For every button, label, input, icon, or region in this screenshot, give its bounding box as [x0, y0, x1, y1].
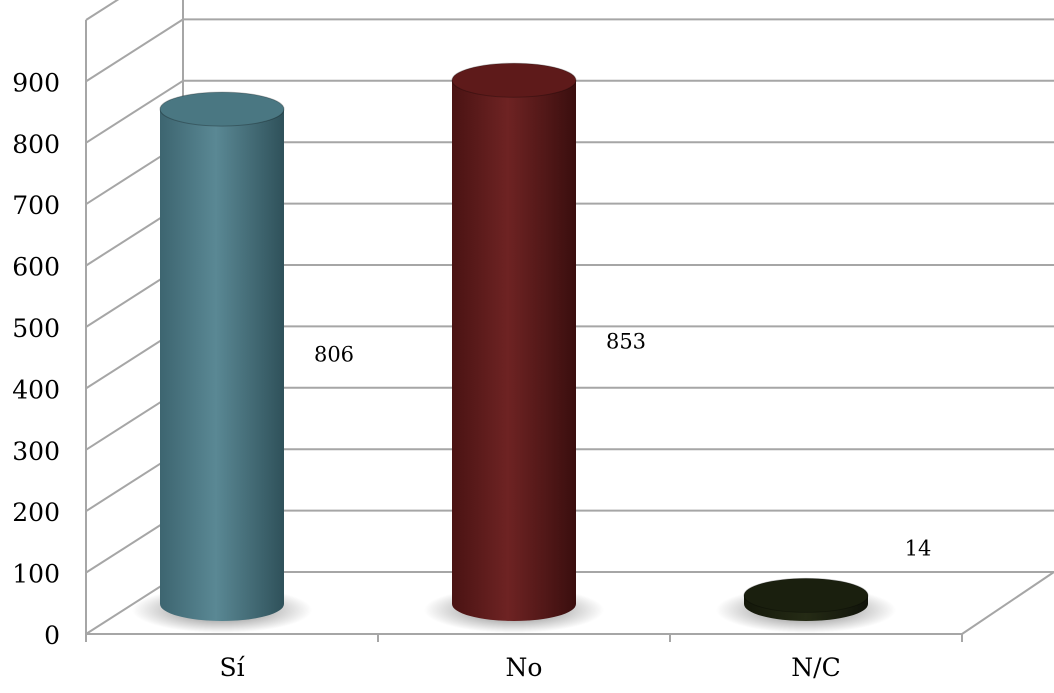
x-tick-label: N/C [791, 653, 840, 682]
data-label: 806 [314, 342, 354, 366]
y-tick-label: 300 [12, 437, 60, 466]
bar [452, 80, 576, 622]
y-tick-label: 600 [12, 253, 60, 282]
y-tick-label: 400 [12, 375, 60, 404]
gridline-side [85, 79, 184, 144]
bar-top [451, 62, 577, 98]
y-tick-label: 900 [12, 68, 60, 97]
y-tick-label: 700 [12, 191, 60, 220]
floor-edge [961, 571, 1054, 635]
data-label: 14 [905, 536, 932, 560]
y-tick-label: 0 [44, 621, 60, 650]
data-label: 853 [606, 329, 646, 353]
gridline-side [85, 18, 184, 83]
bar [160, 109, 284, 621]
bar-top [743, 577, 869, 613]
x-tick-label: Sí [219, 653, 245, 682]
x-tick-label: No [506, 653, 543, 682]
y-tick-label: 800 [12, 130, 60, 159]
y-tick-label: 200 [12, 498, 60, 527]
y-tick-label: 100 [12, 560, 60, 589]
bar-top [159, 91, 285, 127]
gridline-side [85, 0, 120, 21]
y-tick-label: 500 [12, 314, 60, 343]
